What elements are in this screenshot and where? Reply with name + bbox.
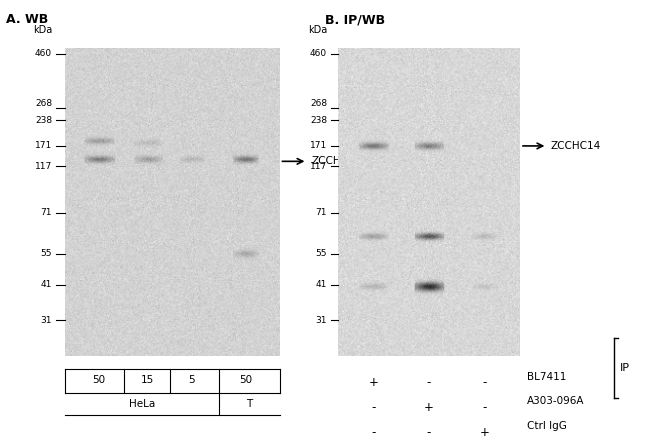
Text: T: T — [246, 399, 252, 409]
Text: 15: 15 — [141, 374, 155, 385]
Text: 31: 31 — [41, 316, 52, 325]
Text: 50: 50 — [239, 374, 252, 385]
Text: A303-096A: A303-096A — [527, 396, 585, 407]
Text: 41: 41 — [41, 280, 52, 289]
Text: 171: 171 — [35, 141, 52, 150]
Text: IP: IP — [620, 363, 630, 373]
Text: HeLa: HeLa — [129, 399, 155, 409]
Text: -: - — [427, 376, 431, 389]
Text: +: + — [424, 401, 434, 414]
Text: -: - — [371, 426, 376, 439]
Text: 268: 268 — [35, 99, 52, 108]
Text: -: - — [482, 376, 487, 389]
Text: Ctrl IgG: Ctrl IgG — [527, 421, 567, 431]
Text: -: - — [427, 426, 431, 439]
Text: 117: 117 — [35, 162, 52, 171]
Text: 238: 238 — [310, 116, 327, 125]
Text: kDa: kDa — [33, 25, 52, 35]
Text: 41: 41 — [316, 280, 327, 289]
Text: 268: 268 — [310, 99, 327, 108]
Text: 460: 460 — [35, 49, 52, 58]
Text: A. WB: A. WB — [6, 13, 49, 26]
Text: 171: 171 — [310, 141, 327, 150]
Text: B. IP/WB: B. IP/WB — [325, 13, 385, 26]
Text: ZCCHC14: ZCCHC14 — [312, 156, 362, 166]
Text: 55: 55 — [316, 249, 327, 258]
Text: 50: 50 — [92, 374, 106, 385]
Text: 5: 5 — [188, 374, 195, 385]
Text: 71: 71 — [316, 208, 327, 217]
Text: 55: 55 — [41, 249, 52, 258]
Text: 31: 31 — [316, 316, 327, 325]
Text: kDa: kDa — [308, 25, 327, 35]
Text: ZCCHC14: ZCCHC14 — [551, 141, 601, 151]
Text: 71: 71 — [41, 208, 52, 217]
Text: -: - — [482, 401, 487, 414]
Text: 460: 460 — [310, 49, 327, 58]
Text: -: - — [371, 401, 376, 414]
Text: +: + — [369, 376, 378, 389]
Text: 117: 117 — [310, 162, 327, 171]
Text: BL7411: BL7411 — [527, 372, 567, 382]
Text: +: + — [480, 426, 489, 439]
Text: 238: 238 — [35, 116, 52, 125]
